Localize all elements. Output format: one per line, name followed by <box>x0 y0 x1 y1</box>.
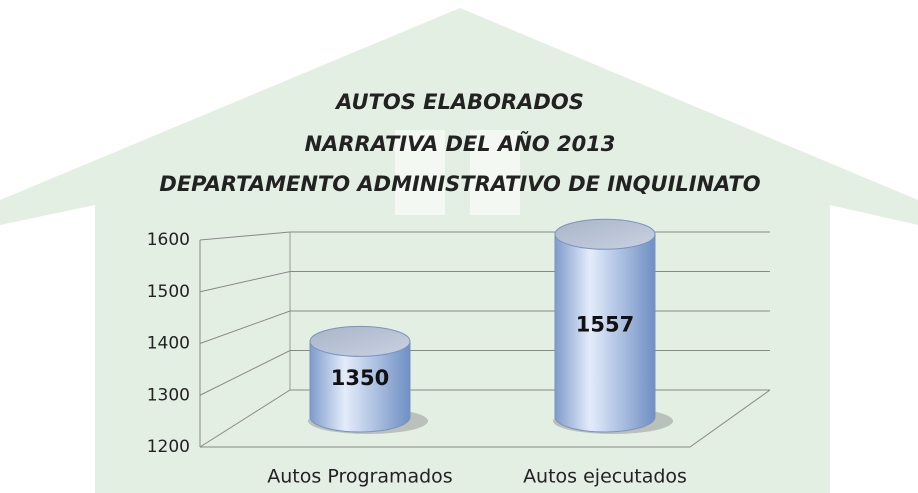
y-tick-label: 1500 <box>147 282 190 302</box>
floor-edge <box>200 389 771 448</box>
background-house <box>0 8 918 493</box>
bar-top <box>554 218 656 250</box>
bar-top <box>309 325 411 357</box>
chart-title: DEPARTAMENTO ADMINISTRATIVO DE INQUILINA… <box>159 172 760 196</box>
data-label: 1350 <box>331 366 389 390</box>
bar <box>554 233 656 433</box>
chart-title: NARRATIVA DEL AÑO 2013 <box>305 131 616 156</box>
plot-area: 1200 1300 1400 1500 1600 Autos Programados 135… <box>147 218 771 488</box>
chart-title: AUTOS ELABORADOS <box>334 90 584 114</box>
x-tick-label: Autos ejecutados <box>523 466 687 488</box>
y-tick-label: 1600 <box>147 230 190 250</box>
y-tick-label: 1400 <box>147 334 190 354</box>
bar <box>309 340 411 433</box>
x-tick-label: Autos Programados <box>267 466 452 488</box>
data-label: 1557 <box>576 313 634 337</box>
y-tick-label: 1200 <box>147 437 190 457</box>
y-tick-label: 1300 <box>147 385 190 405</box>
